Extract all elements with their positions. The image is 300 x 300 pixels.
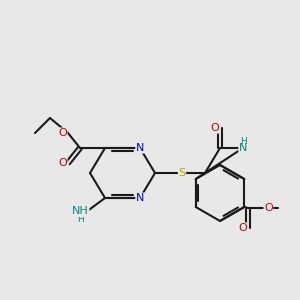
Text: O: O	[58, 158, 67, 168]
Text: H: H	[77, 215, 84, 224]
Text: N: N	[136, 143, 144, 153]
Text: O: O	[210, 123, 219, 133]
Text: N: N	[239, 143, 247, 153]
Text: N: N	[136, 193, 144, 203]
Text: O: O	[238, 223, 247, 233]
Text: O: O	[264, 203, 273, 213]
Text: NH: NH	[72, 206, 89, 216]
Text: O: O	[58, 128, 67, 138]
Text: S: S	[178, 168, 186, 178]
Text: H: H	[240, 137, 246, 146]
